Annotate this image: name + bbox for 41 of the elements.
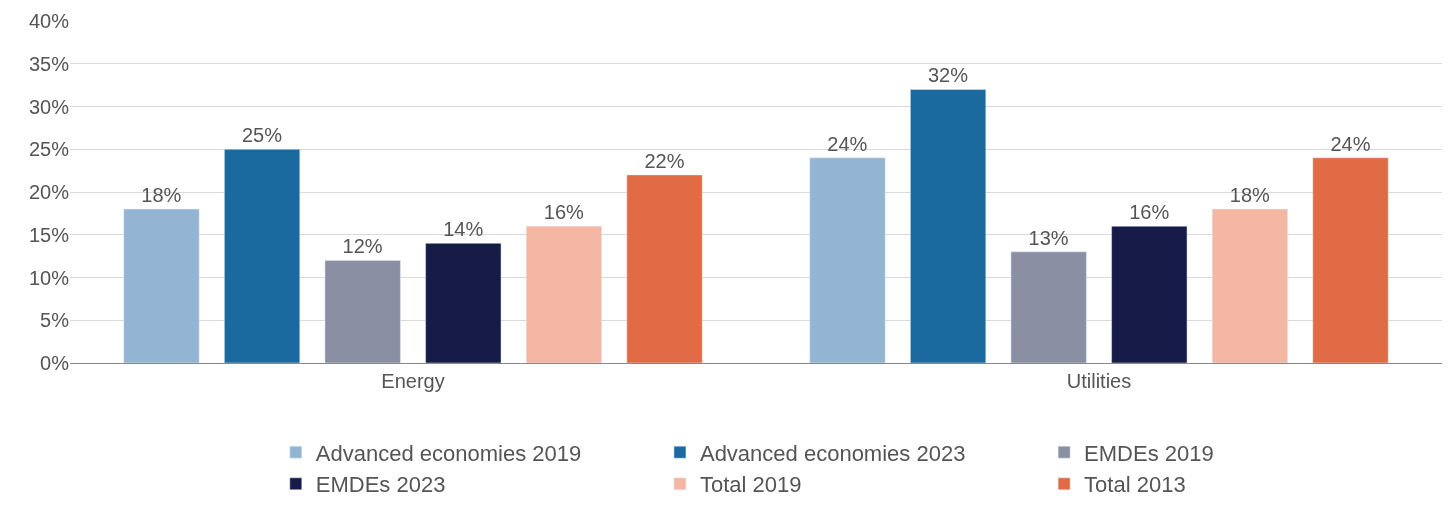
y-tick-label: 35% [28, 52, 70, 75]
bar [1111, 225, 1188, 363]
bar [1312, 157, 1389, 363]
legend-label: Total 2013 [1084, 472, 1186, 498]
data-label: 18% [1229, 184, 1271, 207]
bar [425, 243, 502, 363]
y-tick-label: 15% [28, 223, 70, 246]
y-tick-label: 10% [28, 266, 70, 289]
bar [224, 149, 301, 363]
y-tick-label: 0% [40, 352, 70, 374]
legend-label: EMDEs 2023 [315, 472, 446, 498]
bar [910, 89, 987, 363]
data-label: 16% [543, 201, 585, 224]
data-label: 12% [342, 235, 383, 258]
bar [1010, 251, 1087, 363]
y-tick-label: 30% [28, 95, 70, 118]
bar [123, 208, 200, 363]
y-tick-label: 40% [28, 10, 70, 32]
y-tick-label: 5% [40, 309, 70, 332]
data-label: 13% [1028, 226, 1069, 249]
bar [324, 260, 401, 363]
data-label: 22% [644, 149, 685, 172]
bar [809, 157, 886, 363]
x-tick-label: Energy [381, 370, 445, 392]
y-tick-label: 20% [28, 181, 70, 203]
data-label: 24% [827, 132, 868, 155]
y-tick-label: 25% [28, 138, 70, 161]
legend-label: Total 2019 [699, 472, 802, 498]
legend-label: Advanced economies 2019 [315, 440, 582, 466]
data-label: 18% [141, 184, 182, 207]
data-label: 14% [443, 218, 484, 241]
legend-label: EMDEs 2019 [1084, 440, 1214, 466]
data-label: 16% [1129, 201, 1170, 224]
bar [525, 225, 602, 363]
x-tick-label: Utilities [1066, 370, 1132, 392]
data-label: 32% [927, 64, 969, 87]
data-label: 24% [1330, 132, 1371, 155]
bar [1211, 208, 1288, 363]
legend-label: Advanced economies 2023 [699, 440, 966, 466]
data-label: 25% [241, 124, 283, 147]
bar [626, 174, 703, 363]
